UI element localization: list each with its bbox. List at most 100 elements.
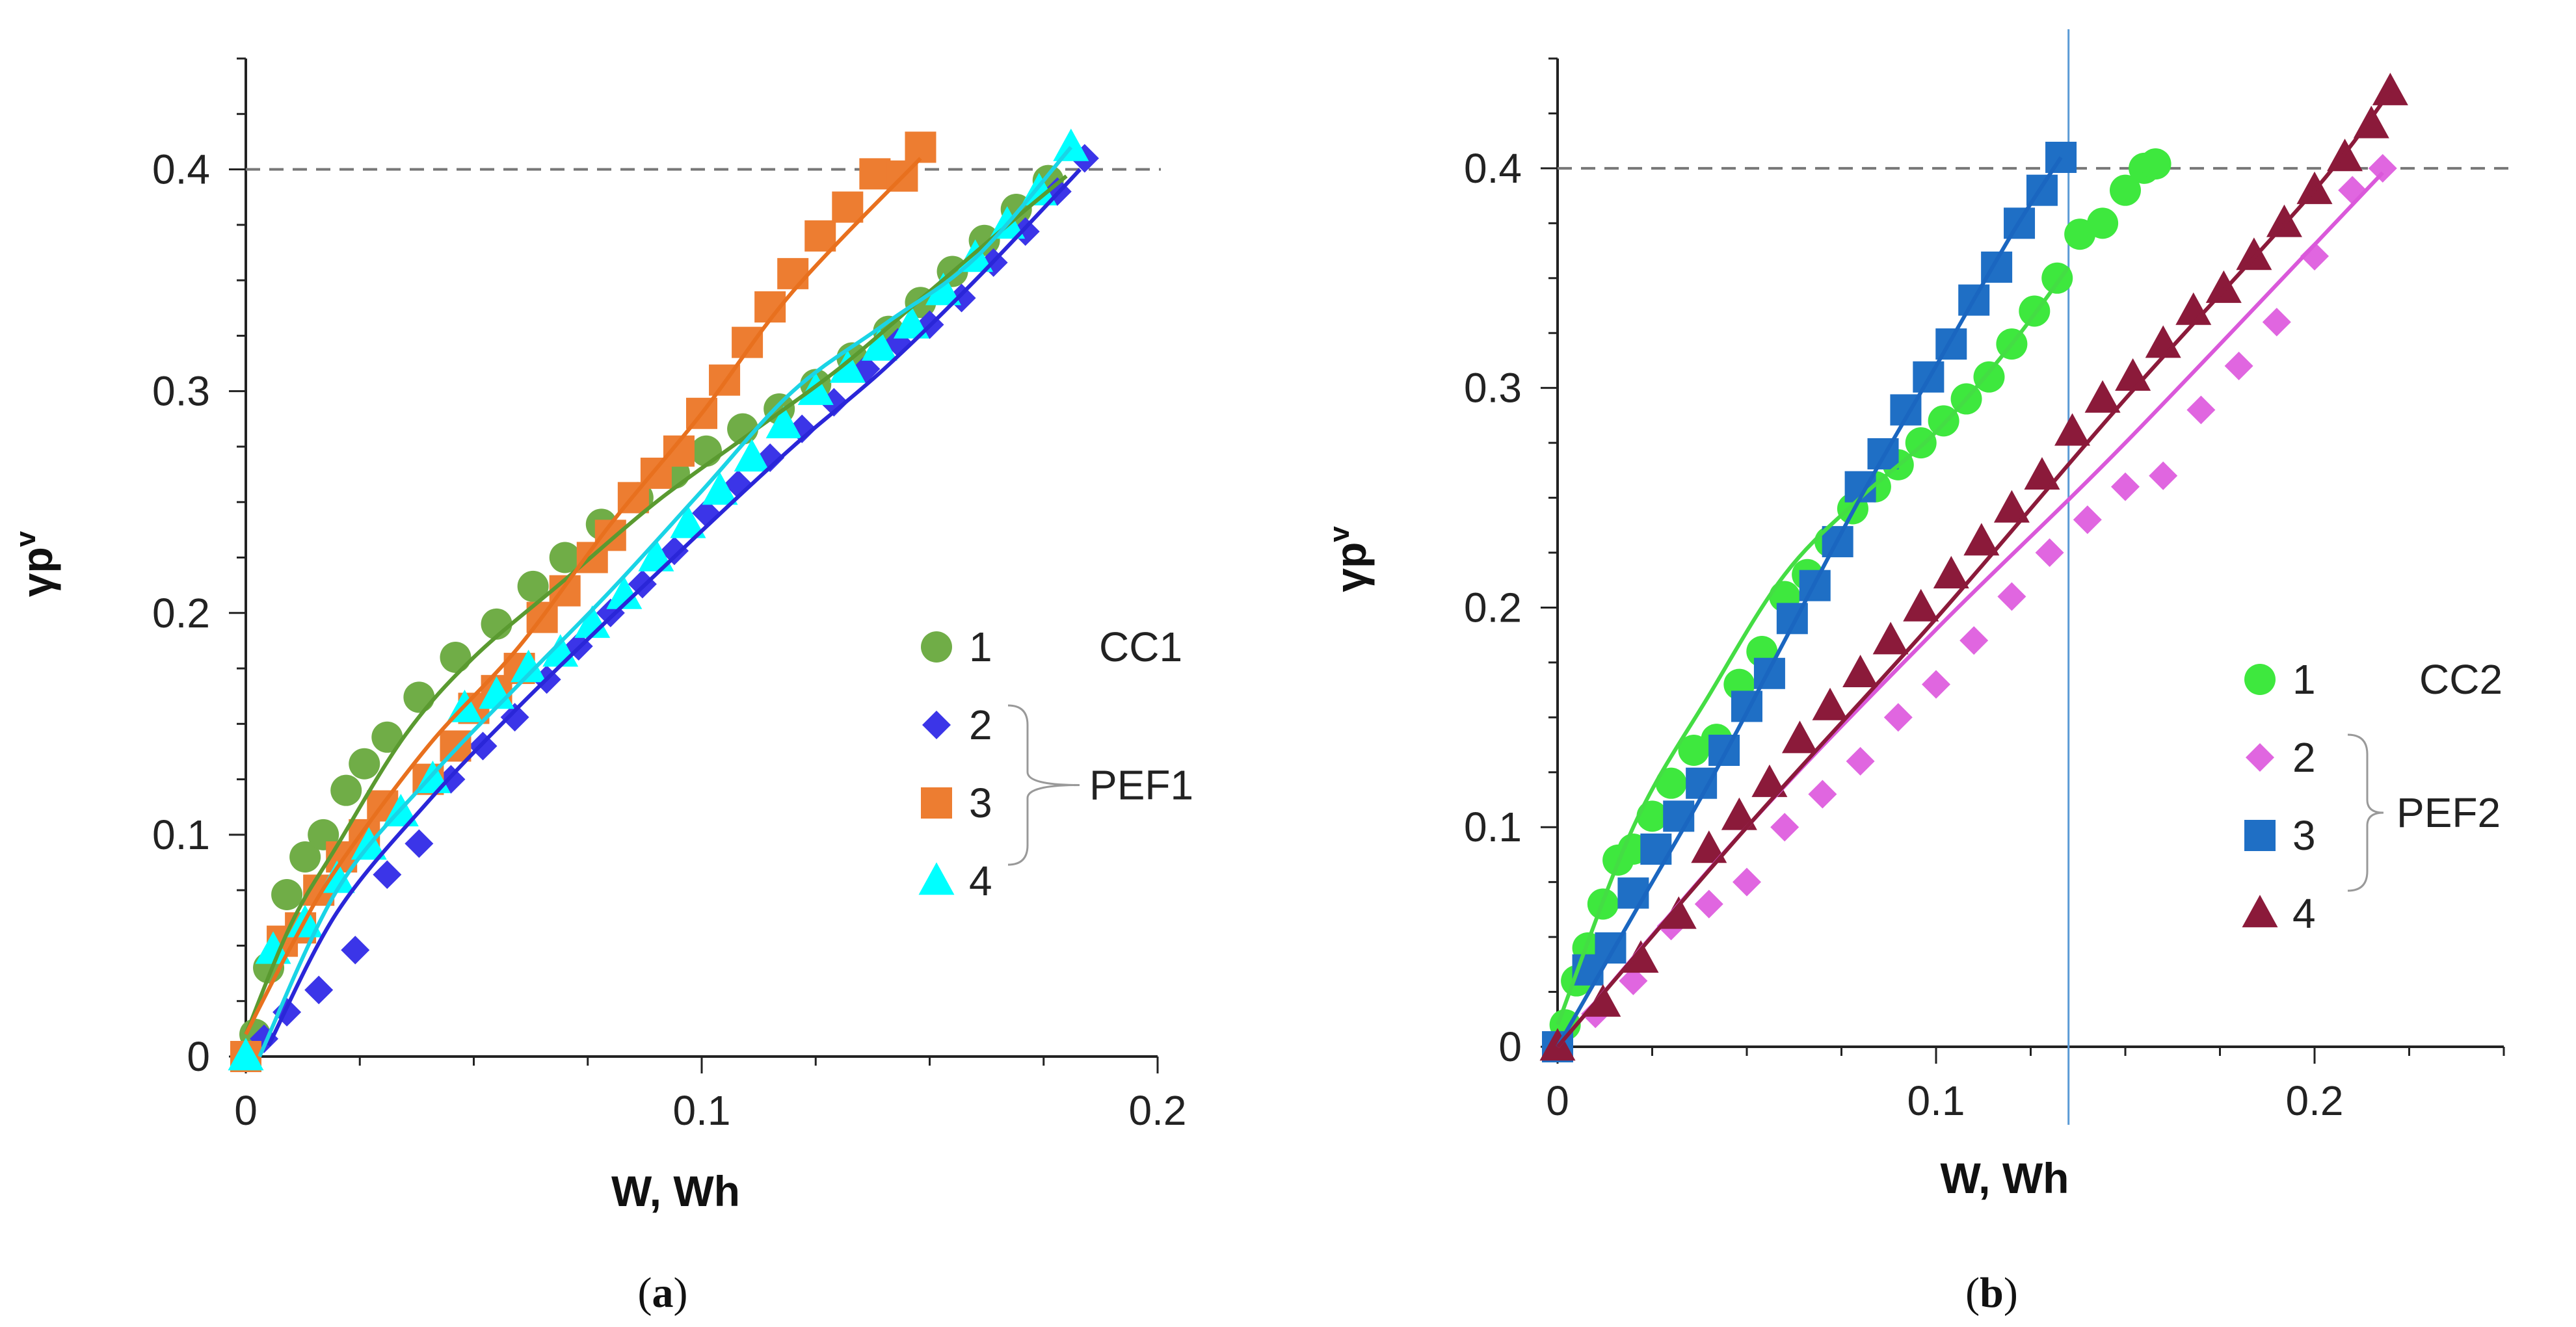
data-point-series-4 xyxy=(925,272,962,306)
legend-label: 1 xyxy=(2292,656,2316,703)
data-point-series-1 xyxy=(371,721,403,753)
data-point-series-4 xyxy=(1903,588,1939,622)
data-point-series-4 xyxy=(574,605,611,638)
y-axis-title: γpv xyxy=(10,531,61,597)
data-point-series-4 xyxy=(1660,896,1697,929)
data-point-series-3 xyxy=(777,257,809,289)
data-point-series-3 xyxy=(832,191,864,223)
series-2 xyxy=(1543,153,2397,1061)
caption-letter: b xyxy=(1980,1269,2004,1317)
data-point-series-2 xyxy=(2368,153,2397,183)
x-axis-title: W, Wh xyxy=(1941,1154,2069,1202)
fit-line-series-1 xyxy=(244,174,1068,1036)
data-point-series-2 xyxy=(304,975,334,1005)
data-point-series-4 xyxy=(829,350,866,383)
legend: 1 2 3 4 CC2 PEF2 xyxy=(2242,656,2503,937)
data-point-series-4 xyxy=(734,439,770,472)
legend-label: 4 xyxy=(969,858,992,904)
legend-label: 3 xyxy=(969,780,992,826)
data-point-series-4 xyxy=(2266,204,2302,237)
data-point-series-4 xyxy=(228,1038,264,1071)
data-point-series-4 xyxy=(1842,655,1879,688)
data-point-series-2 xyxy=(1694,889,1723,919)
data-point-series-4 xyxy=(2024,457,2060,490)
data-point-series-2 xyxy=(2035,538,2064,567)
y-axis-title-superscript: v xyxy=(10,531,42,547)
legend-marker-series-1 xyxy=(921,631,952,663)
legend-marker-series-4 xyxy=(2242,895,2278,928)
data-point-series-4 xyxy=(765,406,802,439)
data-point-series-4 xyxy=(606,576,643,609)
data-point-series-4 xyxy=(1585,984,1621,1017)
series-2 xyxy=(250,144,1099,1053)
x-tick-label: 0 xyxy=(1546,1077,1569,1124)
data-point-series-2 xyxy=(1922,670,1950,699)
data-point-series-2 xyxy=(1619,966,1648,995)
data-point-series-3 xyxy=(804,220,836,252)
data-point-series-1 xyxy=(691,435,723,467)
y-tick-label: 0.1 xyxy=(152,811,210,858)
data-point-series-2 xyxy=(1959,626,1989,655)
data-point-series-2 xyxy=(405,829,434,858)
data-point-series-1 xyxy=(289,841,321,873)
data-point-series-2 xyxy=(2111,472,2140,501)
legend-label: 4 xyxy=(2292,890,2316,937)
legend: 1 2 3 4 CC1 PEF1 xyxy=(918,624,1193,904)
data-point-series-2 xyxy=(373,860,402,889)
fit-line-series-4 xyxy=(1556,90,2392,1048)
legend-marker-series-4 xyxy=(918,862,955,895)
data-point-series-4 xyxy=(2084,380,2121,413)
y-axis-title-superscript: v xyxy=(1323,526,1355,542)
data-point-series-4 xyxy=(1721,797,1757,830)
data-point-series-3 xyxy=(905,131,936,163)
chart-panel-b: 0 0.1 0.2 0.3 0.4 0 0.1 0.2 W, Wh γpv 1 2 3 4 CC2 PEF2 (… xyxy=(1323,29,2510,1317)
data-point-series-4 xyxy=(1872,622,1909,655)
data-point-series-2 xyxy=(2338,176,2367,205)
data-point-series-1 xyxy=(403,681,435,713)
fit-line-series-3 xyxy=(1556,156,2063,1048)
data-point-series-2 xyxy=(2186,395,2216,425)
legend-marker-series-3 xyxy=(2244,820,2276,851)
y-tick-label: 0 xyxy=(187,1033,210,1080)
data-point-series-2 xyxy=(2073,505,2102,534)
data-point-series-2 xyxy=(2300,242,2329,270)
data-point-series-2 xyxy=(1770,813,1799,842)
y-tick-label: 0.4 xyxy=(152,146,210,193)
data-point-series-4 xyxy=(702,472,738,505)
data-point-series-2 xyxy=(1997,582,2026,611)
legend-group-single: CC2 xyxy=(2419,656,2503,703)
legend-bracket xyxy=(1007,704,1080,866)
data-point-series-2 xyxy=(2262,308,2291,337)
y-tick-label: 0 xyxy=(1498,1023,1522,1070)
data-point-series-4 xyxy=(2372,72,2408,105)
panel-caption: (a) xyxy=(638,1269,688,1317)
data-point-series-1 xyxy=(1973,361,2005,393)
data-point-series-4 xyxy=(2236,237,2272,270)
data-point-series-4 xyxy=(1993,490,2030,523)
data-point-series-1 xyxy=(549,542,581,573)
legend-label: 2 xyxy=(2292,734,2316,781)
data-point-series-4 xyxy=(893,306,929,339)
legend-bracket xyxy=(2347,733,2384,892)
series-3 xyxy=(1542,142,2077,1062)
y-tick-label: 0.3 xyxy=(152,368,210,415)
legend-label: 3 xyxy=(2292,812,2316,859)
x-axis-title: W, Wh xyxy=(611,1167,740,1215)
data-point-series-4 xyxy=(1623,940,1659,973)
data-point-series-1 xyxy=(330,774,362,806)
data-point-series-2 xyxy=(659,536,689,566)
data-point-series-2 xyxy=(1846,746,1875,776)
data-point-series-2 xyxy=(1733,867,1761,897)
data-point-series-2 xyxy=(2149,461,2178,490)
data-point-series-1 xyxy=(271,878,303,910)
data-point-series-4 xyxy=(255,931,291,964)
y-tick-label: 0.3 xyxy=(1464,365,1522,412)
legend-group-bracket: PEF1 xyxy=(1089,762,1193,809)
data-point-series-2 xyxy=(2224,351,2253,380)
x-tick-label: 0.2 xyxy=(2286,1077,2344,1124)
data-point-series-4 xyxy=(1053,128,1089,161)
data-point-series-1 xyxy=(440,642,471,673)
caption-letter: a xyxy=(652,1269,674,1317)
data-point-series-2 xyxy=(1883,703,1913,732)
y-axis-title-main: γp xyxy=(1327,542,1375,592)
